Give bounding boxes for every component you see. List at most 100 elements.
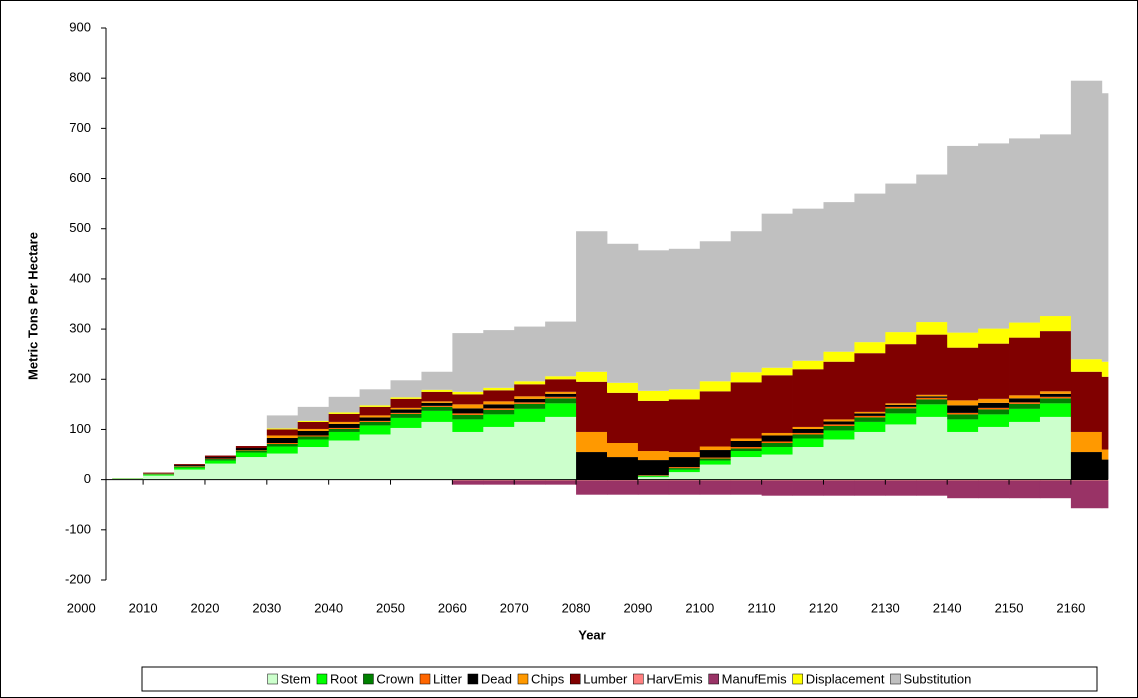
area-step bbox=[1009, 138, 1041, 323]
area-step bbox=[1070, 431, 1103, 453]
area-step bbox=[452, 413, 484, 415]
area-step bbox=[607, 479, 639, 481]
area-step bbox=[668, 248, 701, 390]
area-step bbox=[699, 381, 732, 392]
area-step bbox=[885, 403, 917, 405]
area-step bbox=[792, 480, 824, 496]
area-step bbox=[514, 408, 546, 422]
area-step bbox=[1039, 398, 1072, 404]
area-step bbox=[483, 414, 515, 427]
area-step bbox=[514, 384, 546, 397]
area-step bbox=[545, 376, 577, 380]
area-step bbox=[792, 438, 824, 448]
area-step bbox=[885, 332, 917, 345]
x-tick-label: 2040 bbox=[314, 600, 343, 615]
area-step bbox=[328, 423, 360, 428]
area-step bbox=[452, 414, 484, 420]
area-step bbox=[916, 322, 948, 335]
area-step bbox=[421, 406, 453, 411]
area-step bbox=[699, 458, 732, 461]
legend-label: Substitution bbox=[903, 671, 971, 686]
area-step bbox=[204, 459, 237, 461]
area-step bbox=[545, 321, 577, 377]
area-step bbox=[607, 392, 639, 444]
area-step bbox=[699, 241, 732, 382]
area-step bbox=[1070, 479, 1103, 481]
legend-label: HarvEmis bbox=[646, 671, 703, 686]
area-step bbox=[792, 426, 824, 429]
area-step bbox=[854, 480, 886, 496]
area-step bbox=[792, 428, 824, 433]
area-step bbox=[545, 479, 577, 481]
area-step bbox=[637, 477, 670, 480]
area-step bbox=[576, 431, 608, 453]
area-step bbox=[359, 389, 391, 406]
area-step bbox=[699, 450, 732, 458]
area-step bbox=[576, 480, 608, 495]
area-step bbox=[761, 367, 793, 376]
area-step bbox=[266, 444, 299, 447]
legend-swatch bbox=[467, 673, 479, 685]
area-step bbox=[916, 174, 948, 323]
area-step bbox=[978, 409, 1010, 415]
area-step bbox=[607, 480, 639, 495]
area-step bbox=[143, 474, 175, 476]
area-step bbox=[947, 412, 979, 415]
area-step bbox=[1009, 421, 1041, 480]
area-step bbox=[637, 451, 670, 461]
area-step bbox=[1039, 396, 1072, 399]
area-step bbox=[390, 413, 422, 418]
area-step bbox=[668, 452, 701, 458]
legend: Stem Root Crown Litter Dead Chips Lumber HarvEm… bbox=[267, 671, 971, 686]
area-step bbox=[452, 391, 484, 395]
area-step bbox=[854, 413, 886, 416]
area-step bbox=[730, 451, 763, 458]
x-tick-label: 2090 bbox=[623, 600, 652, 615]
area-step bbox=[823, 424, 855, 426]
area-step bbox=[514, 480, 546, 485]
area-step bbox=[545, 416, 577, 480]
area-step bbox=[328, 428, 360, 432]
area-step bbox=[328, 431, 360, 441]
area-step bbox=[730, 448, 763, 452]
area-step bbox=[699, 457, 732, 459]
area-step bbox=[143, 473, 175, 474]
area-step bbox=[761, 375, 793, 433]
area-step bbox=[297, 430, 330, 436]
area-step bbox=[421, 421, 453, 480]
area-step bbox=[266, 453, 299, 480]
area-step bbox=[885, 183, 917, 333]
area-step bbox=[978, 343, 1010, 399]
area-step bbox=[637, 475, 670, 476]
area-step bbox=[514, 402, 546, 404]
area-step bbox=[483, 426, 515, 480]
legend-label: Displacement bbox=[806, 671, 885, 686]
x-tick-label: 2010 bbox=[129, 600, 158, 615]
area-step bbox=[235, 450, 268, 451]
area-step bbox=[637, 480, 670, 495]
area-step bbox=[421, 402, 453, 406]
area-step bbox=[1009, 403, 1041, 409]
area-step bbox=[607, 382, 639, 393]
area-step bbox=[854, 415, 886, 418]
area-step bbox=[421, 389, 453, 392]
area-step bbox=[792, 447, 824, 480]
area-step bbox=[854, 431, 886, 480]
area-step bbox=[947, 414, 979, 420]
area-step bbox=[514, 403, 546, 409]
area-step bbox=[1009, 479, 1041, 481]
area-step bbox=[854, 342, 886, 354]
area-step bbox=[174, 464, 206, 466]
area-step bbox=[297, 435, 330, 437]
area-step bbox=[390, 407, 422, 410]
area-step bbox=[514, 326, 546, 382]
legend-label: Lumber bbox=[583, 671, 628, 686]
area-step bbox=[576, 479, 608, 481]
area-step bbox=[483, 330, 515, 388]
area-step bbox=[235, 446, 268, 449]
area-step bbox=[1101, 93, 1109, 362]
area-step bbox=[792, 432, 824, 435]
legend-swatch bbox=[633, 673, 644, 685]
area-step bbox=[730, 372, 763, 383]
